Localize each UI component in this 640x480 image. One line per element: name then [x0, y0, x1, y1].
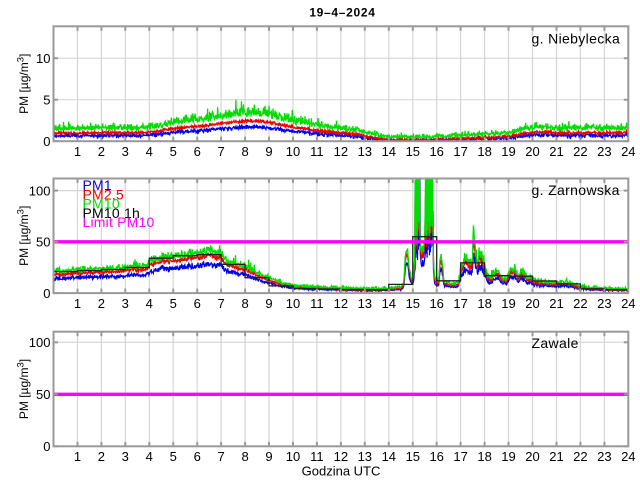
svg-text:21: 21: [549, 449, 563, 464]
svg-text:1: 1: [74, 296, 81, 311]
svg-text:13: 13: [358, 296, 372, 311]
svg-text:PM2.5: PM2.5: [83, 187, 124, 203]
svg-text:16: 16: [429, 296, 443, 311]
svg-text:8: 8: [241, 449, 248, 464]
svg-text:24: 24: [621, 144, 635, 159]
svg-text:0: 0: [43, 439, 50, 454]
svg-text:15: 15: [406, 144, 420, 159]
svg-text:19–4–2024: 19–4–2024: [309, 6, 375, 20]
svg-text:19: 19: [501, 449, 515, 464]
svg-text:21: 21: [549, 296, 563, 311]
svg-text:2: 2: [98, 144, 105, 159]
svg-text:16: 16: [429, 449, 443, 464]
svg-text:3: 3: [122, 144, 129, 159]
svg-text:3: 3: [122, 296, 129, 311]
svg-text:PM1: PM1: [83, 177, 112, 193]
svg-text:18: 18: [477, 296, 491, 311]
svg-text:17: 17: [453, 144, 467, 159]
svg-text:100: 100: [29, 183, 51, 198]
svg-text:1: 1: [74, 449, 81, 464]
svg-text:8: 8: [241, 144, 248, 159]
svg-text:PM [µg/m3]: PM [µg/m3]: [15, 54, 31, 114]
svg-text:5: 5: [43, 92, 50, 107]
svg-text:18: 18: [477, 144, 491, 159]
svg-text:50: 50: [36, 387, 50, 402]
svg-text:9: 9: [265, 296, 272, 311]
svg-text:17: 17: [453, 449, 467, 464]
svg-text:14: 14: [382, 449, 396, 464]
svg-text:18: 18: [477, 449, 491, 464]
svg-text:6: 6: [194, 296, 201, 311]
svg-text:23: 23: [597, 449, 611, 464]
svg-text:6: 6: [194, 144, 201, 159]
svg-text:12: 12: [334, 449, 348, 464]
svg-text:7: 7: [217, 144, 224, 159]
svg-text:19: 19: [501, 144, 515, 159]
svg-text:22: 22: [573, 296, 587, 311]
svg-text:1: 1: [74, 144, 81, 159]
svg-text:15: 15: [406, 449, 420, 464]
svg-text:3: 3: [122, 449, 129, 464]
svg-text:4: 4: [146, 144, 153, 159]
svg-text:11: 11: [310, 296, 324, 311]
svg-text:2: 2: [98, 449, 105, 464]
svg-text:8: 8: [241, 296, 248, 311]
svg-text:5: 5: [170, 449, 177, 464]
svg-text:13: 13: [358, 449, 372, 464]
svg-text:12: 12: [334, 144, 348, 159]
svg-text:7: 7: [217, 296, 224, 311]
svg-text:24: 24: [621, 449, 635, 464]
svg-text:20: 20: [525, 144, 539, 159]
svg-text:21: 21: [549, 144, 563, 159]
svg-text:PM [µg/m3]: PM [µg/m3]: [15, 206, 31, 266]
svg-text:Godzina UTC: Godzina UTC: [302, 464, 381, 479]
svg-text:g. Niebylecka: g. Niebylecka: [532, 31, 621, 47]
svg-text:100: 100: [29, 335, 51, 350]
svg-text:g. Zarnowska: g. Zarnowska: [532, 182, 620, 198]
svg-text:9: 9: [265, 144, 272, 159]
svg-text:24: 24: [621, 296, 635, 311]
svg-text:23: 23: [597, 296, 611, 311]
svg-text:4: 4: [146, 296, 153, 311]
svg-text:23: 23: [597, 144, 611, 159]
svg-text:15: 15: [406, 296, 420, 311]
svg-text:Limit PM10: Limit PM10: [83, 214, 155, 230]
svg-text:22: 22: [573, 449, 587, 464]
svg-text:5: 5: [170, 144, 177, 159]
svg-text:PM [µg/m3]: PM [µg/m3]: [15, 359, 31, 419]
svg-text:PM10 1h: PM10 1h: [83, 205, 140, 221]
svg-text:Zawale: Zawale: [532, 335, 579, 351]
svg-text:12: 12: [334, 296, 348, 311]
svg-text:9: 9: [265, 449, 272, 464]
svg-text:14: 14: [382, 296, 396, 311]
svg-text:10: 10: [36, 51, 50, 66]
svg-text:0: 0: [43, 134, 50, 149]
svg-text:10: 10: [286, 296, 300, 311]
svg-text:10: 10: [286, 449, 300, 464]
svg-text:19: 19: [501, 296, 515, 311]
svg-text:11: 11: [310, 449, 324, 464]
svg-text:0: 0: [43, 286, 50, 301]
svg-text:13: 13: [358, 144, 372, 159]
svg-text:16: 16: [429, 144, 443, 159]
svg-text:20: 20: [525, 296, 539, 311]
svg-text:7: 7: [217, 449, 224, 464]
svg-text:11: 11: [310, 144, 324, 159]
svg-text:5: 5: [170, 296, 177, 311]
svg-text:50: 50: [36, 235, 50, 250]
svg-text:6: 6: [194, 449, 201, 464]
svg-text:PM10: PM10: [83, 196, 120, 212]
svg-text:17: 17: [453, 296, 467, 311]
svg-text:10: 10: [286, 144, 300, 159]
svg-text:4: 4: [146, 449, 153, 464]
svg-text:14: 14: [382, 144, 396, 159]
svg-text:20: 20: [525, 449, 539, 464]
svg-text:22: 22: [573, 144, 587, 159]
svg-text:2: 2: [98, 296, 105, 311]
